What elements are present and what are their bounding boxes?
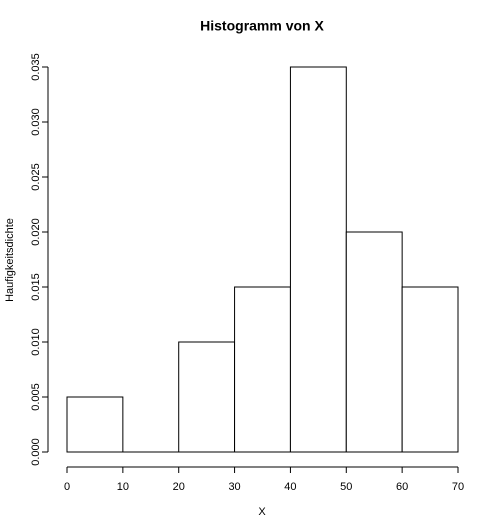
x-tick-label: 70 bbox=[452, 481, 464, 493]
y-axis-label: Haufigkeitsdichte bbox=[4, 218, 16, 302]
bar bbox=[401, 286, 459, 453]
x-tick-label: 50 bbox=[340, 481, 352, 493]
x-tick-label: 60 bbox=[396, 481, 408, 493]
y-tick-label: 0.010 bbox=[30, 328, 42, 356]
bar bbox=[289, 66, 347, 453]
chart-title: Histogramm von X bbox=[200, 18, 324, 34]
y-tick-label: 0.005 bbox=[30, 383, 42, 411]
bar bbox=[345, 231, 403, 453]
y-tick-label: 0.035 bbox=[30, 53, 42, 81]
bar bbox=[66, 396, 124, 453]
x-tick-label: 40 bbox=[284, 481, 296, 493]
x-tick-label: 10 bbox=[117, 481, 129, 493]
bar bbox=[178, 341, 236, 453]
y-tick-label: 0.020 bbox=[30, 218, 42, 246]
x-tick-label: 30 bbox=[228, 481, 240, 493]
bar bbox=[234, 286, 291, 453]
y-tick-label: 0.025 bbox=[30, 163, 42, 191]
x-axis-label: X bbox=[258, 506, 266, 518]
x-tick-label: 20 bbox=[173, 481, 185, 493]
y-tick-label: 0.030 bbox=[30, 108, 42, 136]
y-tick-label: 0.000 bbox=[30, 438, 42, 466]
y-tick-label: 0.015 bbox=[30, 273, 42, 301]
x-tick-label: 0 bbox=[64, 481, 70, 493]
